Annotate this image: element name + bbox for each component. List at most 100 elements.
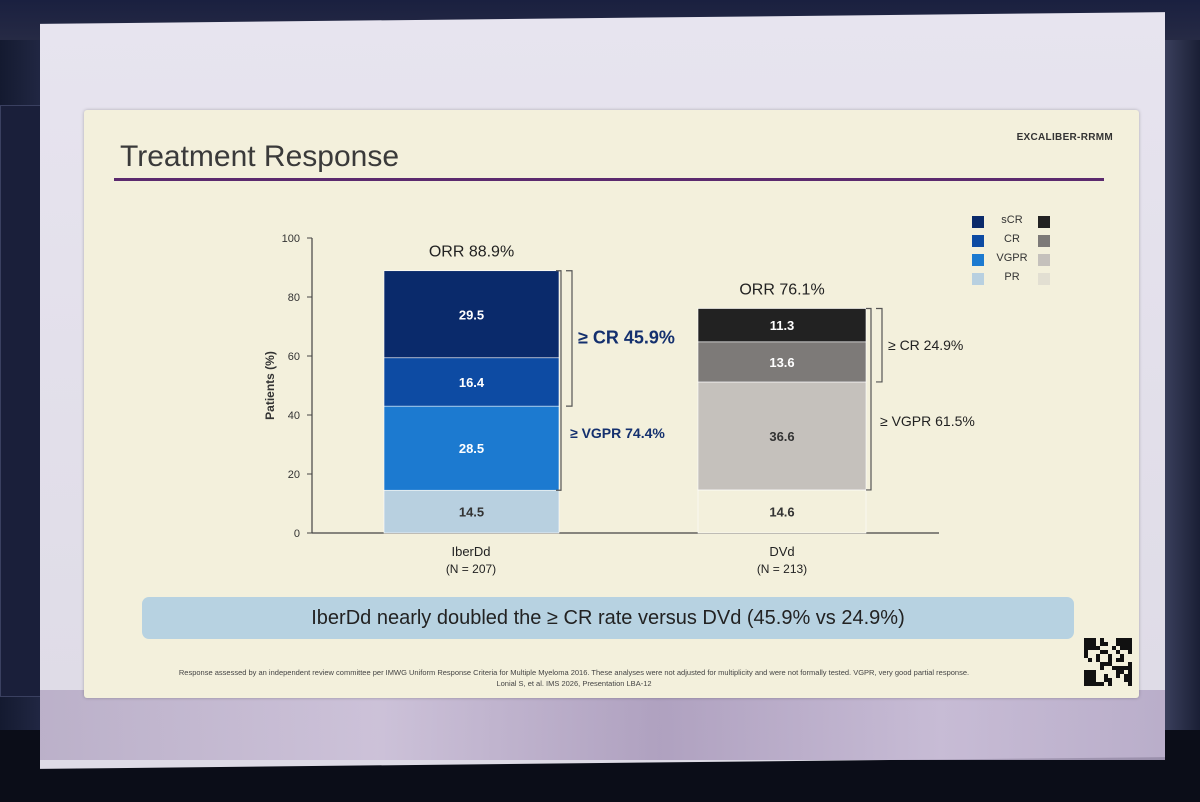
qr-module: [1092, 646, 1096, 650]
qr-module: [1116, 658, 1120, 662]
bar-segment-IberDd-VGPR: [383, 405, 560, 491]
qr-module: [1088, 638, 1092, 642]
qr-module: [1128, 646, 1132, 650]
qr-code-icon: [1084, 638, 1132, 686]
qr-module: [1104, 642, 1108, 646]
data-label: 28.5: [459, 441, 484, 456]
qr-module: [1084, 654, 1088, 658]
qr-module: [1084, 674, 1088, 678]
qr-module: [1100, 642, 1104, 646]
total-label: ORR 76.1%: [739, 282, 824, 299]
legend-swatch-iberdd: [972, 235, 984, 247]
legend-label: PR: [1004, 271, 1020, 283]
bar-segment-IberDd-CR: [383, 357, 560, 407]
qr-module: [1128, 638, 1132, 642]
qr-module: [1104, 662, 1108, 666]
qr-module: [1108, 654, 1112, 658]
qr-module: [1100, 650, 1104, 654]
qr-module: [1128, 642, 1132, 646]
bracket-cr: [876, 307, 883, 383]
qr-module: [1112, 666, 1116, 670]
qr-module: [1084, 650, 1088, 654]
qr-module: [1104, 650, 1108, 654]
bracket-label-vgpr: ≥ VGPR 61.5%: [880, 413, 975, 429]
qr-module: [1124, 666, 1128, 670]
qr-module: [1088, 674, 1092, 678]
bar-segment-DVd-CR: [697, 341, 867, 383]
qr-module: [1096, 658, 1100, 662]
qr-module: [1104, 674, 1108, 678]
qr-module: [1084, 678, 1088, 682]
legend-label: CR: [1004, 233, 1020, 245]
screen-decorative-band: [40, 690, 1165, 760]
qr-module: [1120, 658, 1124, 662]
qr-module: [1108, 678, 1112, 682]
qr-module: [1116, 638, 1120, 642]
qr-module: [1128, 682, 1132, 686]
room-right-wall: [1165, 40, 1200, 740]
qr-module: [1108, 658, 1112, 662]
footnote-citation: Lonial S, et al. IMS 2026, Presentation …: [496, 679, 652, 688]
legend-swatch-iberdd: [972, 216, 984, 228]
bracket-vgpr: [866, 307, 872, 491]
legend-label: VGPR: [996, 252, 1028, 264]
qr-module: [1100, 666, 1104, 670]
qr-module: [1100, 662, 1104, 666]
x-category-label: IberDd: [451, 544, 490, 559]
qr-module: [1100, 638, 1104, 642]
qr-module: [1124, 642, 1128, 646]
qr-module: [1088, 682, 1092, 686]
qr-module: [1124, 638, 1128, 642]
qr-module: [1120, 654, 1124, 658]
qr-module: [1128, 650, 1132, 654]
y-tick-label: 40: [288, 410, 300, 422]
data-label: 14.5: [459, 505, 484, 520]
bracket-vgpr: [556, 270, 562, 491]
legend-swatch-dvd: [1038, 273, 1050, 285]
data-label: 14.6: [769, 504, 794, 519]
legend-swatch-iberdd: [972, 254, 984, 266]
qr-module: [1120, 642, 1124, 646]
x-category-sublabel: (N = 207): [446, 562, 496, 576]
qr-module: [1108, 682, 1112, 686]
legend-swatch-dvd: [1038, 235, 1050, 247]
qr-module: [1084, 670, 1088, 674]
qr-module: [1088, 678, 1092, 682]
qr-module: [1092, 678, 1096, 682]
qr-module: [1124, 678, 1128, 682]
qr-module: [1096, 646, 1100, 650]
bracket-label-cr: ≥ CR 24.9%: [888, 337, 963, 353]
qr-module: [1092, 682, 1096, 686]
qr-module: [1096, 654, 1100, 658]
qr-module: [1120, 670, 1124, 674]
qr-module: [1116, 650, 1120, 654]
footnote: Response assessed by an independent revi…: [94, 667, 1054, 689]
qr-module: [1088, 646, 1092, 650]
qr-module: [1104, 678, 1108, 682]
y-tick-label: 0: [294, 528, 300, 540]
qr-module: [1120, 666, 1124, 670]
legend-label: sCR: [1001, 214, 1023, 226]
qr-module: [1084, 642, 1088, 646]
data-label: 11.3: [770, 318, 795, 333]
qr-module: [1092, 670, 1096, 674]
qr-module: [1124, 674, 1128, 678]
qr-module: [1092, 638, 1096, 642]
bar-segment-DVd-VGPR: [697, 381, 867, 491]
legend-swatch-dvd: [1038, 254, 1050, 266]
qr-module: [1088, 670, 1092, 674]
qr-module: [1112, 646, 1116, 650]
bar-segment-DVd-sCR: [697, 308, 867, 343]
qr-module: [1120, 646, 1124, 650]
x-category-sublabel: (N = 213): [757, 562, 807, 576]
qr-module: [1124, 646, 1128, 650]
bracket-label-cr: ≥ CR 45.9%: [578, 327, 675, 347]
x-category-label: DVd: [769, 544, 794, 559]
total-label: ORR 88.9%: [429, 244, 514, 261]
data-label: 29.5: [459, 307, 484, 322]
y-tick-label: 100: [282, 233, 300, 245]
slide: EXCALIBER-RRMM Treatment Response 0 20 40 6…: [84, 110, 1139, 698]
data-label: 36.6: [769, 429, 794, 444]
conclusion-banner: IberDd nearly doubled the ≥ CR rate vers…: [142, 597, 1074, 639]
qr-module: [1100, 682, 1104, 686]
